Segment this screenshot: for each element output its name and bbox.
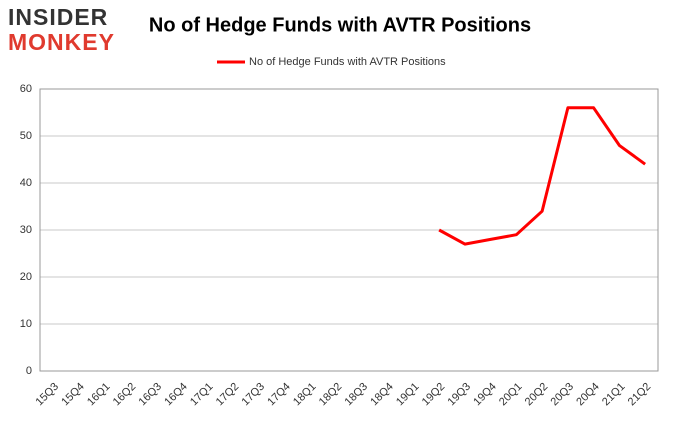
logo-line2: MONKEY: [8, 29, 115, 55]
series-line: [438, 106, 647, 246]
y-tick-label: 20: [20, 271, 32, 283]
y-tick-label: 10: [20, 318, 32, 330]
y-tick-label: 30: [20, 224, 32, 236]
legend-label: No of Hedge Funds with AVTR Positions: [249, 56, 446, 68]
y-tick-label: 50: [20, 130, 32, 142]
plot-border: [39, 88, 659, 372]
chart-title: No of Hedge Funds with AVTR Positions: [149, 14, 531, 36]
y-tick-label: 40: [20, 177, 32, 189]
y-tick-label: 60: [20, 83, 32, 95]
logo-line1: INSIDER: [8, 4, 108, 30]
legend: No of Hedge Funds with AVTR Positions: [217, 56, 446, 68]
y-tick-label: 0: [26, 365, 32, 377]
